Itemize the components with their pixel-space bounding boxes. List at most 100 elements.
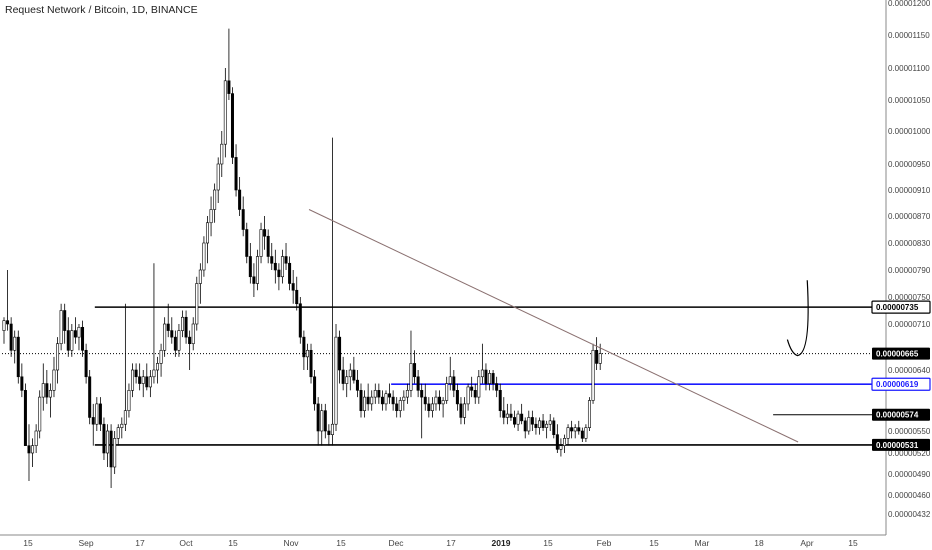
candle[interactable] <box>227 28 231 100</box>
candle[interactable] <box>573 424 577 439</box>
candle[interactable] <box>595 337 599 370</box>
candle[interactable] <box>345 370 349 398</box>
candle[interactable] <box>405 383 409 404</box>
candle[interactable] <box>131 363 135 398</box>
candle[interactable] <box>537 417 541 435</box>
candle[interactable] <box>13 330 17 364</box>
candle[interactable] <box>20 363 24 398</box>
candle[interactable] <box>491 370 495 391</box>
candle[interactable] <box>234 144 238 197</box>
candle[interactable] <box>384 390 388 411</box>
candle[interactable] <box>255 249 259 291</box>
candle[interactable] <box>266 229 270 264</box>
candle[interactable] <box>488 370 492 391</box>
candle[interactable] <box>120 417 124 439</box>
candle[interactable] <box>88 370 92 425</box>
candle[interactable] <box>416 370 420 398</box>
candle[interactable] <box>430 397 434 418</box>
candle[interactable] <box>141 370 145 398</box>
candle[interactable] <box>302 330 306 370</box>
candle[interactable] <box>305 343 309 370</box>
trendline[interactable] <box>308 209 799 443</box>
candle[interactable] <box>359 383 363 418</box>
candle[interactable] <box>445 376 449 404</box>
candle[interactable] <box>548 414 552 431</box>
candle[interactable] <box>313 370 317 411</box>
candle[interactable] <box>81 320 85 357</box>
candle[interactable] <box>470 376 474 398</box>
candle[interactable] <box>427 397 431 418</box>
candle[interactable] <box>252 263 256 297</box>
candle[interactable] <box>527 410 531 435</box>
candle[interactable] <box>198 263 202 304</box>
candle[interactable] <box>195 276 199 331</box>
candle[interactable] <box>409 330 413 398</box>
candle[interactable] <box>323 403 327 439</box>
candle[interactable] <box>138 363 142 391</box>
candle[interactable] <box>280 249 284 284</box>
candle[interactable] <box>31 438 35 467</box>
candle[interactable] <box>70 324 74 357</box>
candle[interactable] <box>391 390 395 411</box>
candle[interactable] <box>523 417 527 439</box>
candle[interactable] <box>562 434 566 453</box>
candle[interactable] <box>27 424 31 481</box>
candle[interactable] <box>102 417 106 460</box>
candle[interactable] <box>41 363 45 411</box>
candle[interactable] <box>248 243 252 284</box>
candle[interactable] <box>420 383 424 439</box>
candle[interactable] <box>398 397 402 418</box>
candle[interactable] <box>66 317 70 357</box>
candle[interactable] <box>245 222 249 264</box>
candle[interactable] <box>56 337 60 384</box>
candle[interactable] <box>552 417 556 439</box>
candle[interactable] <box>148 370 152 398</box>
candle[interactable] <box>366 383 370 411</box>
candle[interactable] <box>123 303 127 431</box>
candle[interactable] <box>584 424 588 442</box>
candle[interactable] <box>98 397 102 431</box>
candle[interactable] <box>541 414 545 431</box>
candle[interactable] <box>95 397 99 431</box>
candle[interactable] <box>159 343 163 377</box>
candle[interactable] <box>441 397 445 418</box>
candle[interactable] <box>191 317 195 351</box>
candle[interactable] <box>363 390 367 418</box>
candle[interactable] <box>216 157 220 203</box>
candle[interactable] <box>52 356 56 398</box>
candle[interactable] <box>113 431 117 474</box>
candle[interactable] <box>534 417 538 435</box>
candle[interactable] <box>484 363 488 391</box>
candle[interactable] <box>330 137 334 446</box>
candle[interactable] <box>241 196 245 237</box>
candle[interactable] <box>566 424 570 446</box>
candle[interactable] <box>509 403 513 421</box>
candle[interactable] <box>520 403 524 425</box>
candle[interactable] <box>184 310 188 344</box>
candle[interactable] <box>459 397 463 425</box>
candle[interactable] <box>48 383 52 418</box>
candle[interactable] <box>238 177 242 216</box>
candle[interactable] <box>116 424 120 446</box>
candle[interactable] <box>577 420 581 435</box>
candle[interactable] <box>2 317 6 344</box>
candle[interactable] <box>480 343 484 384</box>
candle[interactable] <box>438 390 442 411</box>
candle[interactable] <box>477 370 481 404</box>
candle[interactable] <box>63 303 67 344</box>
candle[interactable] <box>263 216 267 250</box>
candle[interactable] <box>580 427 584 442</box>
candle[interactable] <box>473 383 477 404</box>
candle[interactable] <box>177 324 181 357</box>
candle[interactable] <box>277 263 281 291</box>
candle[interactable] <box>134 363 138 384</box>
candle[interactable] <box>188 330 192 370</box>
candle[interactable] <box>259 222 263 264</box>
candle[interactable] <box>402 390 406 411</box>
candle[interactable] <box>16 330 20 384</box>
candle[interactable] <box>463 397 467 425</box>
candle[interactable] <box>370 390 374 411</box>
candle[interactable] <box>423 383 427 411</box>
candle[interactable] <box>230 87 234 164</box>
